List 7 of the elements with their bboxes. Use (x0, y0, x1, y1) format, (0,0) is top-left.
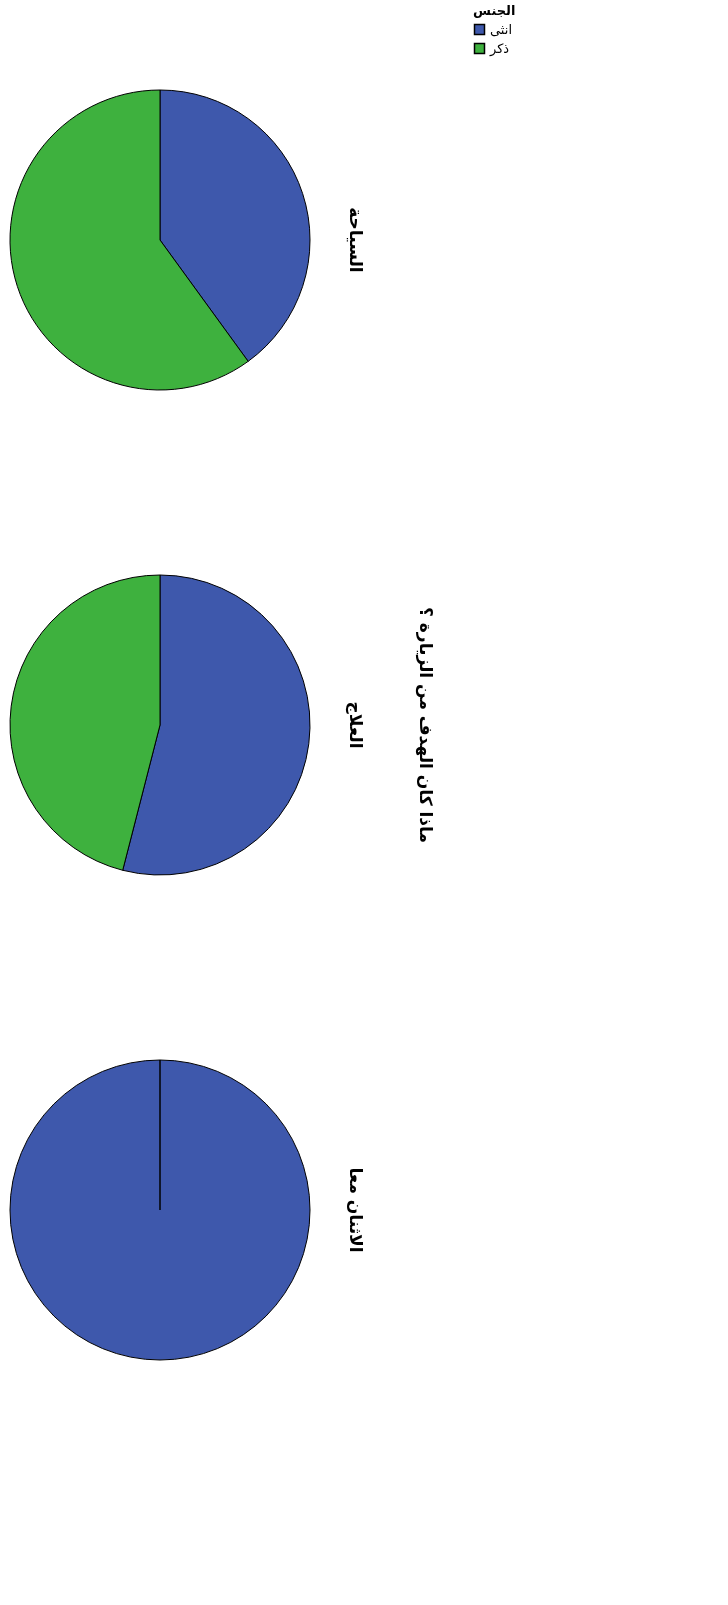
legend-label: ذكر (489, 40, 510, 57)
legend-title: الجنس (473, 3, 516, 18)
slice-label: الاثنان معا (346, 1167, 366, 1253)
slice-label: السياحة (346, 207, 366, 273)
legend-label: انثى (490, 21, 512, 37)
text: ماذا كان الهدف من الزيارة ؟ (415, 607, 436, 843)
slice-label: العلاج (345, 701, 366, 749)
